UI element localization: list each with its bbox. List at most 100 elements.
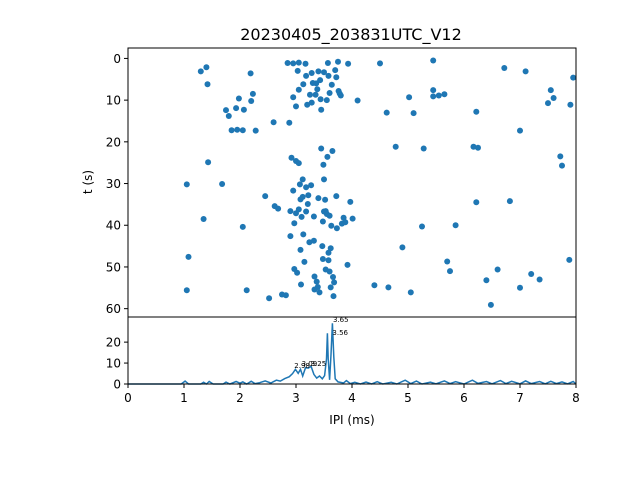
scatter-point [317, 96, 324, 103]
scatter-point [185, 253, 192, 260]
scatter-point [536, 276, 543, 283]
scatter-point [239, 223, 246, 230]
scatter-point [419, 223, 425, 230]
scatter-point [306, 239, 313, 246]
scatter-point [444, 258, 451, 265]
x-tick-label: 3 [292, 391, 300, 405]
scatter-point [235, 95, 242, 102]
scatter-point [312, 91, 319, 98]
scatter-point [286, 119, 293, 126]
scatter-axes: 0 10 20 30 40 50 60 t (s) [81, 47, 577, 318]
scatter-point [349, 215, 356, 222]
scatter-point [308, 182, 315, 189]
y-tick-label: 10 [106, 94, 121, 108]
scatter-point [345, 60, 352, 67]
scatter-point [304, 201, 311, 207]
x-tick-label: 7 [516, 391, 524, 405]
scatter-point [305, 192, 312, 199]
scatter-point [325, 72, 332, 79]
scatter-point [420, 145, 427, 152]
scatter-point [506, 198, 513, 205]
y-tick-label: 40 [106, 219, 121, 233]
scatter-point [324, 153, 331, 160]
scatter-point [340, 214, 347, 221]
scatter-point [282, 292, 289, 299]
peak-annotation: 3.65 [333, 316, 349, 324]
y-tick-label: 0 [113, 52, 121, 66]
scatter-point [566, 256, 573, 263]
scatter-point [197, 68, 204, 75]
scatter-point [371, 282, 378, 289]
scatter-point [291, 220, 298, 227]
scatter-point [295, 86, 302, 93]
x-tick-label: 0 [124, 391, 132, 405]
scatter-point [407, 289, 414, 296]
scatter-point [329, 148, 336, 154]
scatter-point [330, 274, 336, 280]
scatter-points [183, 57, 577, 308]
peak-annotations: 2.983.093.25 3.65 3.56 [294, 316, 348, 370]
scatter-point [203, 64, 210, 71]
chart-title: 20230405_203831UTC_V12 [240, 25, 462, 45]
scatter-point [233, 105, 240, 112]
scatter-point [328, 222, 335, 229]
scatter-point [528, 271, 535, 277]
scatter-point [517, 284, 523, 291]
scatter-point [392, 143, 399, 150]
scatter-point [323, 97, 330, 104]
scatter-point [331, 279, 338, 286]
scatter-point [430, 57, 437, 64]
scatter-point [522, 68, 529, 75]
scatter-plot-area [128, 48, 576, 317]
scatter-point [298, 213, 305, 220]
scatter-point [247, 70, 254, 77]
scatter-point [435, 92, 442, 99]
scatter-point [322, 196, 329, 203]
scatter-point [288, 154, 295, 161]
scatter-point [205, 159, 212, 166]
y-tick-label: 10 [106, 357, 121, 371]
scatter-point [333, 225, 340, 232]
scatter-point [314, 284, 321, 290]
scatter-point [319, 256, 326, 262]
scatter-point [410, 110, 417, 117]
scatter-point [296, 181, 303, 188]
scatter-point [266, 295, 273, 302]
y-tick-label: 0 [113, 378, 121, 392]
scatter-point [377, 60, 383, 67]
peak-annotation: 3.56 [332, 329, 348, 337]
scatter-point [319, 243, 326, 250]
scatter-point [441, 91, 448, 98]
x-axis-label: IPI (ms) [329, 413, 374, 427]
x-tick-label: 6 [460, 391, 468, 405]
scatter-point [494, 266, 501, 273]
scatter-point [567, 101, 574, 108]
scatter-point [308, 99, 315, 106]
scatter-point [315, 68, 322, 75]
scatter-point [228, 127, 235, 134]
scatter-point [475, 144, 481, 151]
histogram-line [128, 323, 577, 385]
scatter-point [517, 127, 523, 134]
scatter-point [321, 69, 327, 76]
scatter-point [385, 284, 392, 291]
scatter-point [183, 287, 190, 294]
scatter-point [313, 278, 320, 285]
scatter-point [326, 268, 333, 275]
scatter-point [311, 273, 318, 280]
scatter-point [383, 109, 390, 116]
scatter-point [299, 176, 306, 183]
histogram-plot-area [128, 317, 576, 384]
scatter-point [324, 60, 331, 66]
scatter-point [487, 301, 494, 308]
scatter-point [310, 213, 317, 220]
scatter-point [314, 86, 321, 93]
scatter-point [319, 218, 326, 225]
peak-annotation: 3.25 [311, 360, 327, 368]
scatter-point [290, 60, 297, 67]
scatter-point [557, 153, 564, 160]
x-tick-label: 2 [236, 391, 244, 405]
scatter-point [333, 74, 340, 81]
scatter-point [550, 95, 557, 101]
